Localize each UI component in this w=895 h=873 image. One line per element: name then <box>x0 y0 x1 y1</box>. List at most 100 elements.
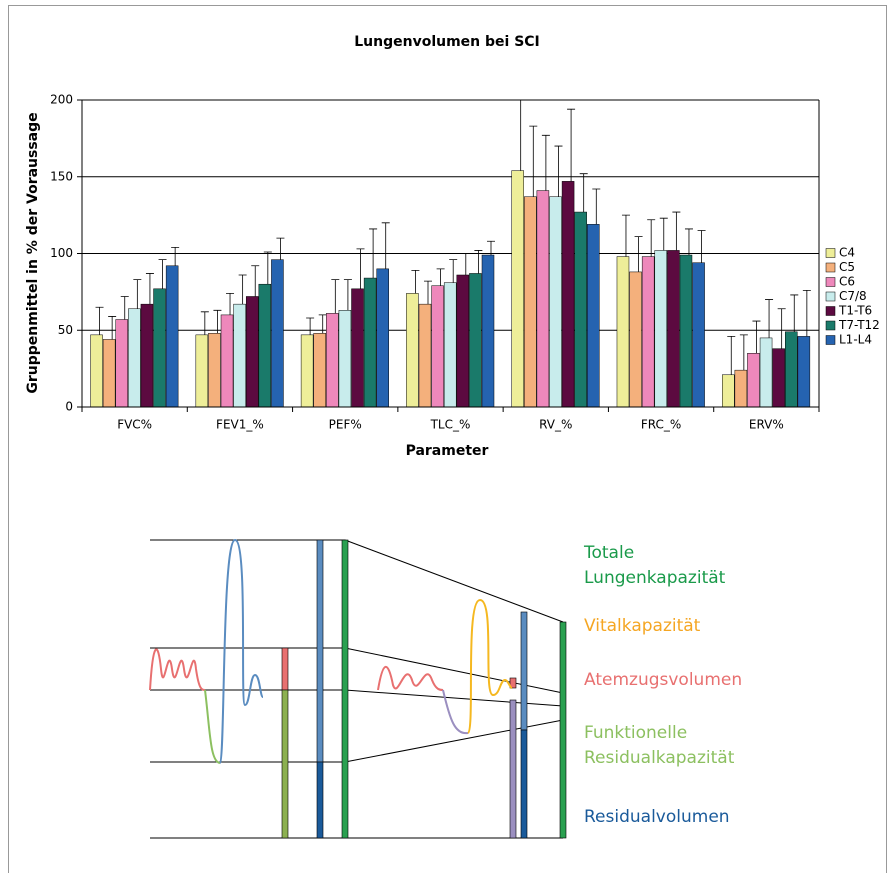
bar <box>233 303 246 408</box>
error-bar <box>474 250 483 274</box>
bar <box>785 331 798 408</box>
error-bar <box>752 320 761 354</box>
bar <box>667 250 680 408</box>
bar <box>245 296 259 408</box>
bar <box>363 277 377 408</box>
error-bar <box>381 222 390 269</box>
error-bar <box>790 294 799 332</box>
x-tick-label: FEV1_% <box>216 418 264 432</box>
error-bar <box>120 296 129 320</box>
x-tick-label: FRC_% <box>641 418 681 432</box>
error-bar <box>529 125 538 197</box>
bar <box>456 274 470 408</box>
bar <box>587 224 600 408</box>
diagram-label: Residualvolumen <box>584 807 730 827</box>
bar <box>406 293 419 408</box>
legend-label: C4 <box>839 246 855 260</box>
bar <box>747 353 760 408</box>
bar <box>258 283 272 408</box>
bar <box>524 196 537 408</box>
error-bar <box>276 237 285 260</box>
bar <box>481 254 495 408</box>
legend-label: T1-T6 <box>838 304 872 318</box>
bar <box>536 190 550 408</box>
bar <box>90 334 103 408</box>
error-bar <box>765 299 774 338</box>
bar <box>431 285 444 408</box>
y-tick-label: 50 <box>58 323 73 337</box>
x-tick-label: RV_% <box>539 418 572 432</box>
bar <box>140 303 154 408</box>
y-tick-label: 0 <box>65 400 73 414</box>
bar <box>654 250 668 408</box>
bar <box>208 333 221 408</box>
error-bar <box>684 228 693 256</box>
error-bar <box>200 311 209 335</box>
x-tick-label: PEF% <box>329 418 362 432</box>
bar <box>102 339 116 408</box>
error-bar <box>226 293 235 315</box>
legend-label: L1-L4 <box>839 333 872 347</box>
error-bar <box>487 240 495 256</box>
error-bar <box>461 253 470 275</box>
error-bar <box>343 279 352 311</box>
bar <box>772 348 785 408</box>
bar <box>759 337 773 408</box>
bar <box>561 181 575 408</box>
bar <box>549 196 562 408</box>
error-bar <box>802 289 811 337</box>
error-bar <box>238 274 247 305</box>
legend-swatch <box>825 320 836 331</box>
level-lines <box>150 539 564 839</box>
bar <box>469 273 482 408</box>
y-tick-label: 200 <box>50 93 73 107</box>
error-bar <box>554 145 563 197</box>
x-tick-label: ERV% <box>749 418 784 432</box>
bar <box>641 256 655 408</box>
error-bar <box>727 335 736 375</box>
bar <box>220 314 234 408</box>
bar <box>165 265 179 408</box>
error-bar <box>411 269 420 294</box>
error-bar <box>145 273 154 305</box>
error-bar <box>621 214 630 257</box>
frame <box>8 5 887 873</box>
bar <box>679 254 693 408</box>
error-bar <box>356 248 365 289</box>
x-tick-label: TLC_% <box>430 418 471 432</box>
error-bar <box>516 99 525 171</box>
error-bar <box>108 316 117 340</box>
legend-label: C6 <box>839 275 855 289</box>
bar <box>300 334 314 408</box>
bar <box>128 308 141 408</box>
diagram-label: Residualkapazität <box>584 748 735 768</box>
error-bar <box>251 265 260 297</box>
legend-label: C7/8 <box>839 289 867 303</box>
bar <box>722 374 735 408</box>
x-tick-label: FVC% <box>117 418 152 432</box>
error-bar <box>369 228 378 279</box>
diagram-label: Lungenkapazität <box>584 568 726 588</box>
x-axis-label: Parameter <box>406 443 489 459</box>
diagram-label: Totale <box>583 543 634 563</box>
y-axis-label: Gruppenmittel in % der Voraussage <box>25 112 41 393</box>
bar <box>692 262 705 408</box>
diagram-label: Atemzugsvolumen <box>584 670 742 690</box>
y-tick-label: 100 <box>50 246 73 260</box>
legend-swatch <box>825 248 836 258</box>
error-bar <box>672 211 681 251</box>
legend-swatch <box>825 277 836 287</box>
error-bar <box>634 236 643 272</box>
bar <box>271 259 284 408</box>
error-bar <box>449 259 458 283</box>
error-bar <box>133 279 142 309</box>
error-bar <box>331 279 340 314</box>
legend-swatch <box>825 335 836 345</box>
bar <box>418 303 432 408</box>
error-bar <box>95 306 104 335</box>
error-bar <box>306 317 315 335</box>
error-bar <box>697 230 706 263</box>
error-bar <box>424 280 432 305</box>
error-bar <box>647 219 656 257</box>
